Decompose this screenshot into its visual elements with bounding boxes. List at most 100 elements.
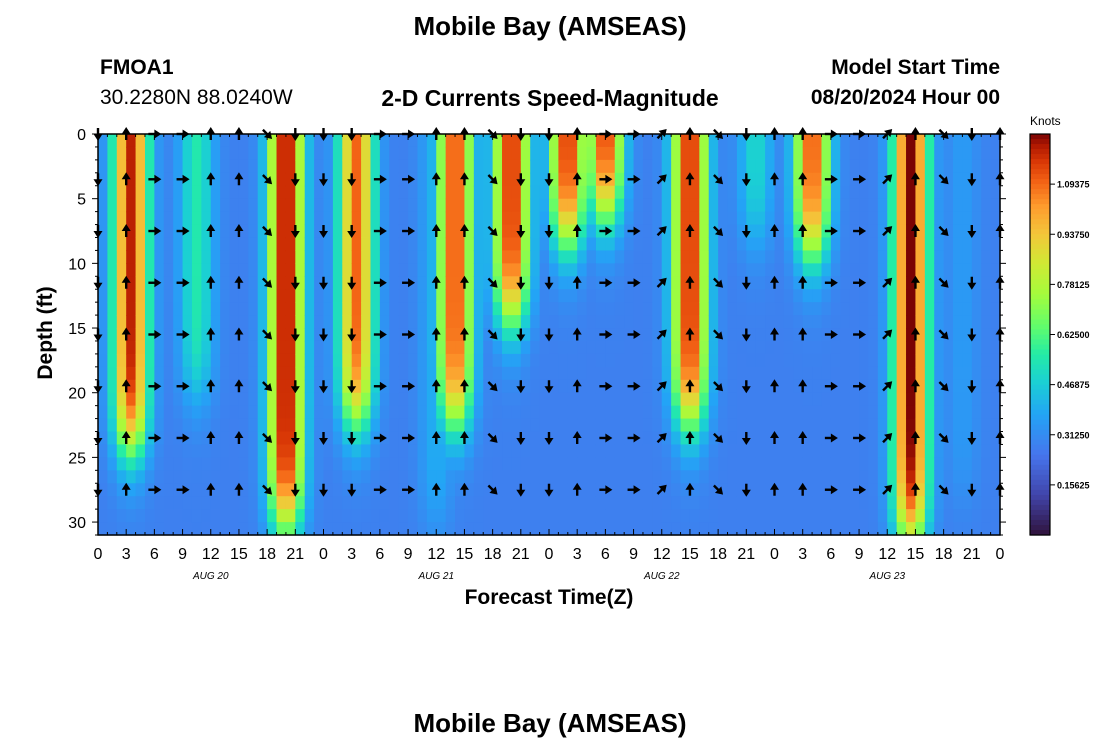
heatmap-cell: [971, 134, 982, 148]
heatmap-cell: [727, 302, 738, 316]
heatmap-cell: [126, 185, 137, 200]
heatmap-cell: [671, 198, 682, 213]
heatmap-cell: [539, 418, 550, 433]
heatmap-cell: [201, 405, 212, 420]
heatmap-cell: [859, 522, 870, 536]
heatmap-cell: [116, 172, 127, 187]
heatmap-cell: [962, 457, 973, 471]
heatmap-cell: [229, 250, 240, 264]
current-arrow: [544, 276, 554, 290]
heatmap-cell: [436, 470, 447, 484]
heatmap-cell: [408, 146, 419, 161]
heatmap-cell: [379, 496, 390, 510]
heatmap-cell: [586, 340, 597, 355]
heatmap-cell: [549, 470, 559, 484]
arrow-head: [685, 482, 695, 490]
heatmap-cell: [285, 263, 296, 277]
heatmap-cell: [116, 276, 127, 290]
heatmap-cell: [577, 431, 588, 446]
heatmap-cell: [126, 418, 137, 433]
heatmap-cell: [163, 470, 174, 484]
heatmap-cell: [135, 379, 146, 394]
arrow-head: [572, 327, 582, 335]
arrow-head: [379, 381, 387, 391]
heatmap-cell: [812, 496, 823, 510]
heatmap-cell: [201, 250, 212, 264]
current-arrow: [234, 482, 244, 496]
heatmap-cell: [530, 250, 541, 264]
heatmap-cell: [464, 379, 475, 394]
heatmap-cell: [727, 483, 738, 497]
heatmap-cell: [680, 457, 691, 471]
current-arrow: [373, 433, 387, 443]
heatmap-cell: [248, 353, 259, 368]
heatmap-cell: [614, 431, 625, 446]
heatmap-cell: [417, 134, 428, 148]
current-arrow: [206, 327, 216, 341]
heatmap-cell: [652, 366, 663, 381]
heatmap-cell: [661, 392, 672, 407]
heatmap-cell: [455, 315, 466, 329]
heatmap-cell: [116, 237, 127, 252]
heatmap-cell: [304, 470, 315, 484]
heatmap-cell: [426, 392, 437, 407]
heatmap-cell: [351, 405, 362, 420]
date-label: AUG 22: [643, 571, 680, 582]
heatmap-cell: [220, 405, 231, 420]
heatmap-cell: [708, 289, 719, 303]
heatmap-cell: [436, 431, 447, 446]
heatmap-cell: [351, 315, 362, 329]
current-arrow: [853, 174, 867, 184]
heatmap-cell: [708, 366, 719, 381]
heatmap-cell: [323, 263, 334, 277]
arrow-head: [798, 275, 808, 283]
heatmap-cell: [426, 353, 437, 368]
heatmap-cell: [924, 392, 935, 407]
heatmap-cell: [191, 431, 202, 446]
heatmap-cell: [389, 134, 400, 148]
heatmap-cell: [943, 328, 954, 342]
heatmap-cell: [849, 509, 860, 523]
heatmap-cell: [906, 159, 917, 174]
heatmap-cell: [154, 457, 165, 471]
heatmap-cell: [962, 522, 973, 536]
heatmap-cell: [689, 289, 700, 303]
heatmap-cell: [191, 224, 202, 239]
heatmap-cell: [502, 289, 513, 303]
heatmap-cell: [107, 198, 118, 213]
heatmap-cell: [793, 146, 804, 161]
heatmap-cell: [877, 276, 888, 290]
heatmap-cell: [539, 353, 550, 368]
heatmap-cell: [661, 509, 672, 523]
heatmap-cell: [436, 366, 447, 381]
heatmap-cell: [116, 431, 127, 446]
heatmap-cell: [304, 509, 315, 523]
heatmap-cell: [642, 211, 653, 226]
heatmap-cell: [868, 302, 879, 316]
current-arrow: [627, 485, 641, 495]
heatmap-cell: [314, 431, 325, 446]
heatmap-cell: [642, 509, 653, 523]
heatmap-cell: [304, 340, 315, 355]
heatmap-cell: [238, 470, 249, 484]
heatmap-cell: [896, 444, 907, 458]
heatmap-cell: [154, 159, 165, 174]
heatmap-cell: [595, 496, 606, 510]
heatmap-cell: [990, 496, 1001, 510]
arrow-head: [910, 327, 920, 335]
heatmap-cell: [887, 496, 898, 510]
heatmap-cell: [849, 289, 860, 303]
heatmap-cell: [126, 198, 137, 213]
heatmap-cell: [332, 379, 343, 394]
heatmap-cell: [107, 263, 118, 277]
heatmap-cell: [116, 211, 127, 226]
heatmap-cell: [520, 340, 531, 355]
arrow-head: [770, 430, 779, 438]
heatmap-cell: [877, 444, 888, 458]
heatmap-cell: [267, 483, 278, 497]
colorbar-swatch: [1030, 459, 1050, 466]
heatmap-cell: [351, 392, 362, 407]
heatmap-cell: [934, 457, 945, 471]
heatmap-cell: [285, 198, 296, 213]
heatmap-cell: [793, 185, 804, 200]
